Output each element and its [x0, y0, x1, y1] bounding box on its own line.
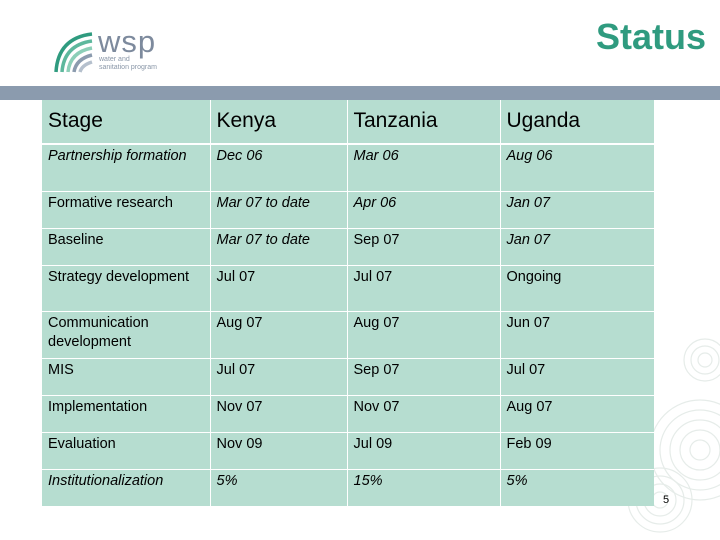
table-row: Formative research Mar 07 to date Apr 06 Ja… — [42, 191, 654, 229]
cell-kenya: Nov 09 — [210, 432, 348, 470]
cell-kenya: Jul 07 — [210, 265, 348, 312]
cell-tanzania: Nov 07 — [347, 395, 501, 433]
cell-kenya: Dec 06 — [210, 144, 348, 192]
cell-stage: Evaluation — [42, 432, 211, 470]
cell-stage: Formative research — [42, 191, 211, 229]
cell-stage: MIS — [42, 358, 211, 396]
cell-uganda: Ongoing — [500, 265, 654, 312]
header-tanzania: Tanzania — [347, 100, 501, 145]
table-row: Partnership formation Dec 06 Mar 06 Aug 06 — [42, 144, 654, 192]
page-number: 5 — [663, 494, 670, 506]
cell-tanzania: Sep 07 — [347, 228, 501, 266]
cell-kenya: Mar 07 to date — [210, 228, 348, 266]
logo-wordmark: wsp — [98, 24, 157, 59]
cell-kenya: Nov 07 — [210, 395, 348, 433]
status-table: Stage Kenya Tanzania Uganda Partnership … — [42, 100, 654, 506]
cell-tanzania: Apr 06 — [347, 191, 501, 229]
cell-kenya: Jul 07 — [210, 358, 348, 396]
cell-tanzania: Mar 06 — [347, 144, 501, 192]
cell-stage: Strategy development — [42, 265, 211, 312]
wave-logo-icon — [54, 32, 93, 73]
cell-uganda: Aug 07 — [500, 395, 654, 433]
table-row: Strategy development Jul 07 Jul 07 Ongoing — [42, 265, 654, 312]
header-uganda: Uganda — [500, 100, 654, 145]
logo-subtitle-line: water and — [99, 56, 130, 63]
cell-stage: Institutionalization — [42, 469, 211, 506]
cell-tanzania: Jul 09 — [347, 432, 501, 470]
wsp-logo: wsp water and sanitation program — [52, 24, 182, 74]
cell-tanzania: Jul 07 — [347, 265, 501, 312]
cell-tanzania: Sep 07 — [347, 358, 501, 396]
cell-stage: Communication development — [42, 311, 211, 359]
cell-kenya: Mar 07 to date — [210, 191, 348, 229]
cell-uganda: Aug 06 — [500, 144, 654, 192]
cell-uganda: 5% — [506, 473, 528, 489]
cell-uganda: Jun 07 — [500, 311, 654, 359]
table-header-row: Stage Kenya Tanzania Uganda — [42, 100, 654, 145]
cell-uganda: Jan 07 — [500, 228, 654, 266]
cell-tanzania: Aug 07 — [347, 311, 501, 359]
cell-kenya: 5% — [210, 469, 348, 506]
cell-uganda: Jan 07 — [500, 191, 654, 229]
cell-stage: Baseline — [42, 228, 211, 266]
table-row: Implementation Nov 07 Nov 07 Aug 07 — [42, 395, 654, 433]
cell-stage: Implementation — [42, 395, 211, 433]
table-row: MIS Jul 07 Sep 07 Jul 07 — [42, 358, 654, 396]
cell-uganda: Jul 07 — [500, 358, 654, 396]
header-stage: Stage — [42, 100, 211, 145]
logo-subtitle: water and sanitation program — [99, 56, 157, 72]
cell-tanzania: 15% — [347, 469, 501, 506]
table-row: Institutionalization 5% 15% 5% — [42, 469, 654, 506]
slide-title: Status — [595, 16, 706, 57]
header-bar — [0, 86, 720, 100]
logo-subtitle-line: sanitation program — [99, 64, 157, 71]
cell-uganda: Feb 09 — [500, 432, 654, 470]
table-row: Baseline Mar 07 to date Sep 07 Jan 07 — [42, 228, 654, 266]
table-row: Evaluation Nov 09 Jul 09 Feb 09 — [42, 432, 654, 470]
cell-kenya: Aug 07 — [210, 311, 348, 359]
cell-stage: Partnership formation — [42, 144, 211, 192]
header-kenya: Kenya — [210, 100, 348, 145]
table-row: Communication development Aug 07 Aug 07 Jun… — [42, 311, 654, 359]
